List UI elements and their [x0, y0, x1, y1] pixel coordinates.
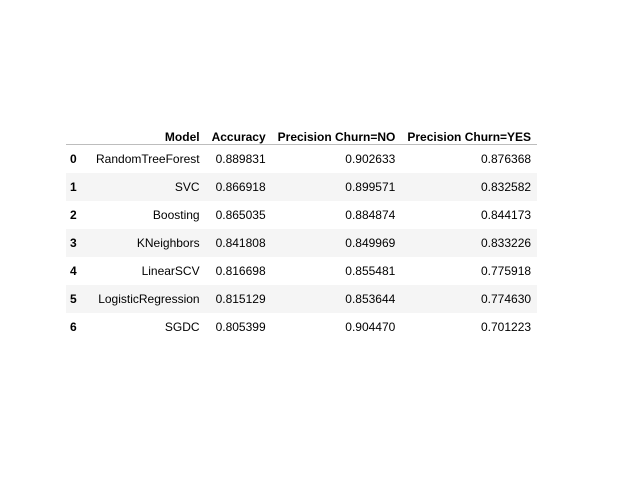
cell-precision-no: 0.904470: [345, 319, 396, 334]
table-row: 2 Boosting 0.865035 0.884874 0.844173: [66, 200, 538, 229]
cell-accuracy: 0.865035: [215, 207, 266, 222]
results-table: Model Accuracy Precision Churn=NO Precis…: [66, 118, 538, 341]
cell-precision-no: 0.884874: [345, 207, 396, 222]
column-header-precision-yes: Precision Churn=YES: [401, 118, 538, 145]
cell-model: RandomTreeForest: [96, 151, 200, 166]
cell-model: SGDC: [164, 319, 200, 334]
row-index: 2: [70, 207, 77, 222]
table-row: 1 SVC 0.866918 0.899571 0.832582: [66, 172, 538, 201]
row-index: 1: [70, 179, 77, 194]
table-body: 0 RandomTreeForest 0.889831 0.902633 0.8…: [66, 144, 538, 341]
cell-accuracy: 0.866918: [215, 179, 266, 194]
table-row: 3 KNeighbors 0.841808 0.849969 0.833226: [66, 228, 538, 257]
column-header-precision-no: Precision Churn=NO: [271, 118, 402, 145]
table-row: 6 SGDC 0.805399 0.904470 0.701223: [66, 312, 538, 341]
cell-accuracy: 0.841808: [215, 235, 266, 250]
table-row: 4 LinearSCV 0.816698 0.855481 0.775918: [66, 256, 538, 285]
index-column-header: [66, 118, 90, 145]
table-header: Model Accuracy Precision Churn=NO Precis…: [66, 118, 538, 145]
row-index: 6: [70, 319, 77, 334]
cell-precision-no: 0.899571: [345, 179, 396, 194]
cell-precision-no: 0.855481: [345, 263, 396, 278]
cell-precision-no: 0.849969: [345, 235, 396, 250]
cell-precision-no: 0.902633: [345, 151, 396, 166]
row-index: 3: [70, 235, 77, 250]
cell-precision-yes: 0.832582: [480, 179, 532, 194]
cell-precision-yes: 0.876368: [480, 151, 532, 166]
dataframe-output: Model Accuracy Precision Churn=NO Precis…: [66, 118, 538, 341]
row-index: 4: [70, 263, 77, 278]
cell-model: KNeighbors: [136, 235, 200, 250]
cell-model: Boosting: [152, 207, 200, 222]
table-row: 5 LogisticRegression 0.815129 0.853644 0…: [66, 284, 538, 313]
column-header-accuracy: Accuracy: [205, 118, 272, 145]
column-header-model: Model: [90, 118, 206, 145]
cell-accuracy: 0.815129: [215, 291, 266, 306]
cell-precision-yes: 0.774630: [480, 291, 532, 306]
cell-accuracy: 0.805399: [215, 319, 266, 334]
cell-precision-yes: 0.775918: [480, 263, 532, 278]
cell-model: LogisticRegression: [98, 291, 200, 306]
cell-accuracy: 0.889831: [215, 151, 266, 166]
row-index: 5: [70, 291, 77, 306]
cell-precision-yes: 0.844173: [480, 207, 532, 222]
cell-precision-yes: 0.833226: [480, 235, 532, 250]
cell-model: LinearSCV: [141, 263, 200, 278]
header-row: Model Accuracy Precision Churn=NO Precis…: [66, 118, 538, 145]
cell-precision-no: 0.853644: [345, 291, 396, 306]
table-row: 0 RandomTreeForest 0.889831 0.902633 0.8…: [66, 144, 538, 173]
cell-precision-yes: 0.701223: [480, 319, 532, 334]
cell-accuracy: 0.816698: [215, 263, 266, 278]
cell-model: SVC: [174, 179, 200, 194]
row-index: 0: [70, 151, 77, 166]
